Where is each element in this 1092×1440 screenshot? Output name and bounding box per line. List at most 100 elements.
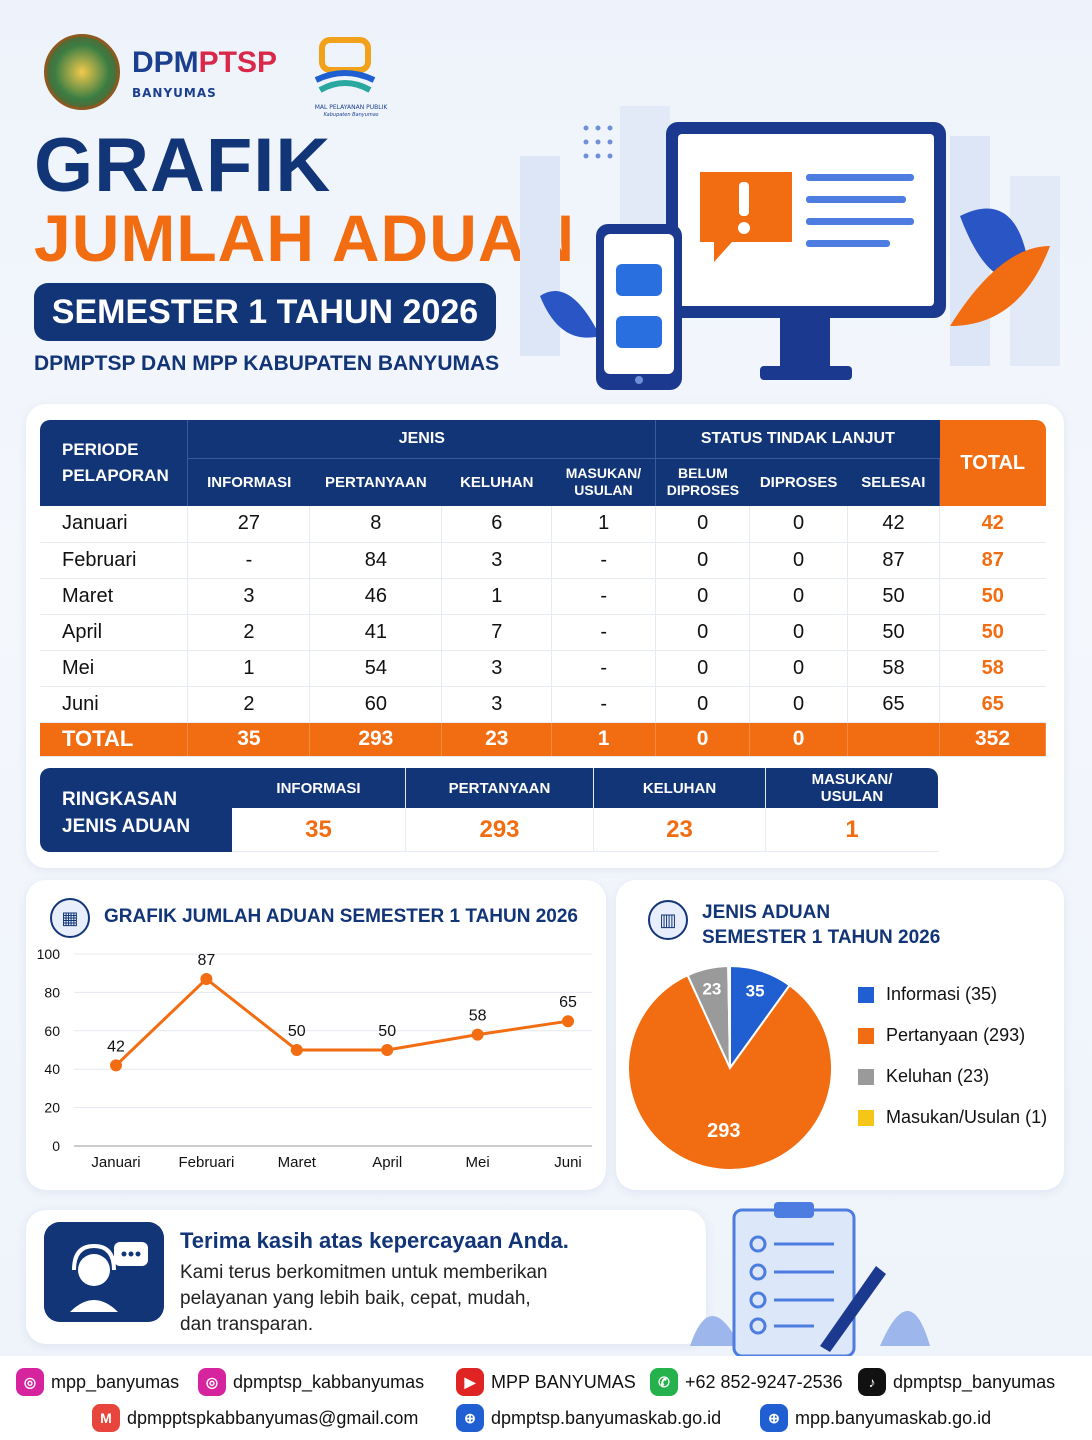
table-row: Maret 3 46 1-0 0 50 50 bbox=[40, 578, 1046, 615]
row-total: 50 bbox=[939, 578, 1046, 615]
row-label: Mei bbox=[40, 650, 189, 687]
footer-contact[interactable]: ◎ dpmptsp_kabbanyumas bbox=[198, 1368, 424, 1396]
subheader-belum-diproses: BELUM DIPROSES bbox=[655, 457, 750, 506]
subheader-belum-diproses-line2: DIPROSES bbox=[666, 482, 740, 499]
legend-label: Pertanyaan (293) bbox=[886, 1025, 1026, 1045]
footer-contact[interactable]: ♪ dpmptsp_banyumas bbox=[858, 1368, 1055, 1396]
footer-contact[interactable]: ⊕ dpmptsp.banyumaskab.go.id bbox=[456, 1404, 721, 1432]
table-row: Januari 27 8 6 1 0 0 42 42 bbox=[40, 506, 1046, 543]
table-cell: 1 bbox=[441, 578, 553, 615]
pie-slice bbox=[627, 973, 833, 1171]
table-cell: 0 bbox=[749, 614, 849, 651]
footer-contact-text: dpmpptspkabbanyumas@gmail.com bbox=[127, 1407, 419, 1428]
ringkasan-item: KELUHAN 23 bbox=[594, 768, 766, 852]
data-point bbox=[562, 1015, 574, 1028]
gmail-icon: M bbox=[92, 1404, 120, 1432]
table-cell: 8 bbox=[309, 506, 443, 543]
page-subtitle: DPMPTSP DAN MPP KABUPATEN BANYUMAS bbox=[34, 352, 500, 375]
mpp-logo bbox=[314, 37, 376, 93]
footer-contact-text: dpmptsp_banyumas bbox=[893, 1371, 1056, 1392]
dpmptsp-logo: DPMPTSP bbox=[132, 46, 277, 80]
pie-chart: 35 293 23 bbox=[627, 964, 833, 1171]
header-periode: PERIODE PELAPORAN bbox=[40, 420, 189, 506]
footer-contact-text: mpp.banyumaskab.go.id bbox=[795, 1407, 992, 1428]
table-cell: 0 bbox=[749, 650, 849, 687]
table-cell: 1 bbox=[551, 506, 657, 543]
legend-swatch bbox=[858, 1068, 874, 1085]
legend-swatch bbox=[858, 986, 874, 1003]
x-tick-label: Juni bbox=[554, 1154, 582, 1171]
subheader-diproses: DIPROSES bbox=[749, 457, 848, 506]
table-cell: 6 bbox=[441, 506, 553, 543]
legend-label: Informasi (35) bbox=[886, 984, 998, 1004]
ringkasan-item-label-line1: INFORMASI bbox=[276, 779, 361, 797]
mpp-logo-line2: Kabupaten Banyumas bbox=[323, 112, 379, 118]
footer-contact[interactable]: ▶ MPP BANYUMAS bbox=[456, 1368, 636, 1396]
complaints-table: PERIODE PELAPORAN JENIS STATUS TINDAK LA… bbox=[40, 420, 1046, 757]
table-cell: 50 bbox=[847, 614, 941, 651]
row-total: 42 bbox=[939, 506, 1046, 543]
table-cell: 65 bbox=[847, 686, 941, 723]
header-status: STATUS TINDAK LANJUT bbox=[655, 420, 940, 458]
table-cell bbox=[847, 722, 941, 757]
x-tick-label: Mei bbox=[466, 1154, 490, 1171]
pie-slice-label: 293 bbox=[707, 1120, 740, 1142]
footer-contact[interactable]: ⊕ mpp.banyumaskab.go.id bbox=[760, 1404, 991, 1432]
footer: ◎ mpp_banyumas ◎ dpmptsp_kabbanyumas ▶ MPP BA… bbox=[0, 1356, 1092, 1440]
table-cell: 35 bbox=[187, 722, 311, 757]
table-cell: 0 bbox=[655, 578, 751, 615]
table-cell: - bbox=[551, 614, 657, 651]
banyumas-seal-logo bbox=[44, 34, 120, 110]
pie-chart-icon: ▥ bbox=[648, 900, 688, 940]
row-total: 50 bbox=[939, 614, 1046, 651]
legend-label: Masukan/Usulan (1) bbox=[886, 1107, 1048, 1127]
subheader-selesai: SELESAI bbox=[847, 457, 941, 506]
legend-swatch bbox=[858, 1027, 874, 1044]
subheader-belum-diproses-line1: BELUM bbox=[678, 465, 728, 482]
subheader-diproses-line1: DIPROSES bbox=[759, 473, 838, 491]
legend-item: Keluhan (23) bbox=[858, 1066, 989, 1087]
ringkasan-item-label: PERTANYAAN bbox=[406, 768, 593, 808]
ringkasan-item: INFORMASI 35 bbox=[232, 768, 406, 852]
row-label: Juni bbox=[40, 686, 189, 723]
y-tick-label: 20 bbox=[44, 1100, 60, 1116]
footer-contact-text: MPP BANYUMAS bbox=[491, 1371, 636, 1392]
footer-contact[interactable]: ✆ +62 852-9247-2536 bbox=[650, 1368, 843, 1396]
subheader-masukan-usulan-line1: MASUKAN/ bbox=[565, 465, 642, 482]
table-cell: 0 bbox=[655, 542, 751, 579]
footer-contact-text: dpmptsp.banyumaskab.go.id bbox=[491, 1407, 722, 1428]
table-cell: 0 bbox=[655, 686, 751, 723]
data-label: 50 bbox=[288, 1023, 306, 1040]
legend-item: Informasi (35) bbox=[858, 984, 997, 1005]
table-cell: 0 bbox=[655, 614, 751, 651]
x-tick-label: Maret bbox=[278, 1154, 317, 1171]
data-label: 87 bbox=[198, 952, 216, 969]
footer-contact[interactable]: ◎ mpp_banyumas bbox=[16, 1368, 179, 1396]
y-tick-label: 80 bbox=[44, 984, 60, 1000]
instagram-icon: ◎ bbox=[198, 1368, 226, 1396]
footer-contact-text: mpp_banyumas bbox=[51, 1371, 180, 1392]
legend-item: Pertanyaan (293) bbox=[858, 1025, 1025, 1046]
subheader-informasi-line1: INFORMASI bbox=[207, 473, 292, 491]
table-cell: 58 bbox=[847, 650, 941, 687]
ringkasan-label: RINGKASAN JENIS ADUAN bbox=[40, 768, 232, 852]
header-periode-line1: PERIODE bbox=[62, 440, 139, 459]
row-label: Januari bbox=[40, 506, 189, 543]
data-point bbox=[381, 1044, 394, 1056]
tiktok-icon: ♪ bbox=[858, 1368, 886, 1396]
ringkasan-item-value: 35 bbox=[232, 808, 405, 852]
table-cell: - bbox=[551, 578, 657, 615]
thanks-body: Kami terus berkomitmen untuk memberikan … bbox=[180, 1260, 600, 1338]
line-chart-icon: ▦ bbox=[50, 898, 90, 938]
line-chart-title: GRAFIK JUMLAH ADUAN SEMESTER 1 TAHUN 202… bbox=[104, 906, 578, 927]
thanks-body-line2: pelayanan yang lebih baik, cepat, mudah, bbox=[180, 1288, 531, 1309]
data-label: 50 bbox=[378, 1023, 396, 1040]
globe-icon: ⊕ bbox=[760, 1404, 788, 1432]
whatsapp-icon: ✆ bbox=[650, 1368, 678, 1396]
table-row: Mei 1 54 3-0 0 58 58 bbox=[40, 650, 1046, 687]
ringkasan-label-line1: RINGKASAN bbox=[62, 789, 178, 810]
globe-icon: ⊕ bbox=[456, 1404, 484, 1432]
ringkasan-item-value: 1 bbox=[766, 808, 938, 852]
row-total: 352 bbox=[939, 722, 1046, 757]
